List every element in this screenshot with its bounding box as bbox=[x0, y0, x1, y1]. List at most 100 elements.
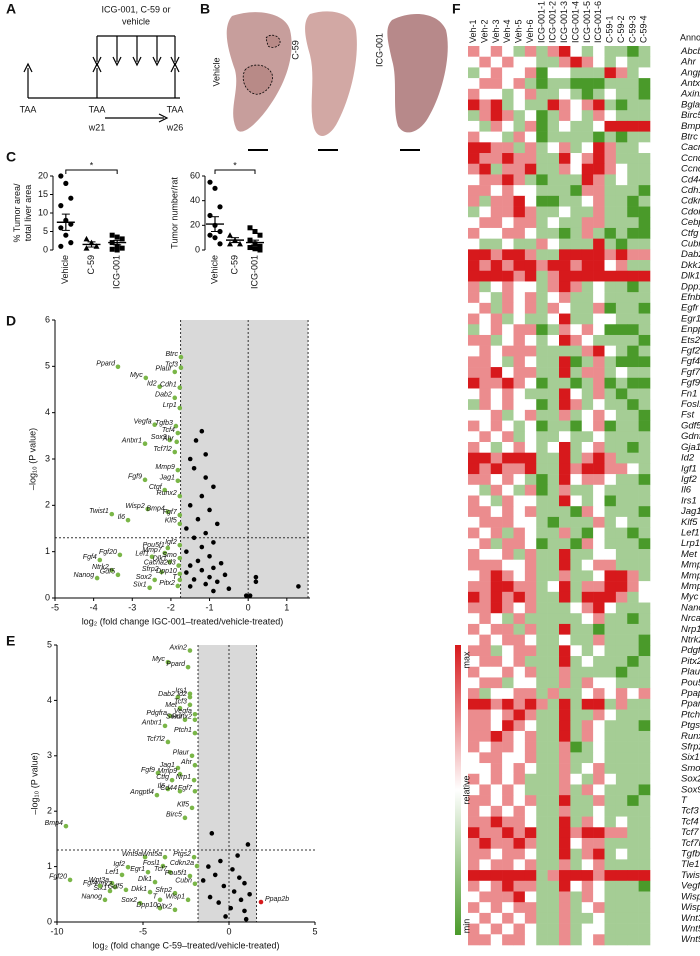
heatmap-cell bbox=[468, 131, 480, 143]
heatmap-cell bbox=[615, 720, 628, 732]
data-point bbox=[154, 792, 160, 798]
heatmap-cell bbox=[615, 484, 628, 496]
heatmap-cell bbox=[468, 206, 480, 218]
heatmap-cell bbox=[615, 634, 628, 646]
heatmap-cell bbox=[559, 870, 571, 882]
heatmap-cell bbox=[502, 463, 514, 475]
heatmap-cell bbox=[502, 613, 514, 625]
data-point bbox=[237, 875, 242, 880]
data-point bbox=[257, 243, 263, 249]
heatmap-cell bbox=[638, 570, 651, 582]
gene-label: Myc bbox=[681, 592, 699, 603]
y-tick-label: 5 bbox=[47, 639, 52, 649]
heatmap-cell bbox=[536, 99, 548, 111]
point-label: Ahr bbox=[162, 436, 175, 443]
data-point bbox=[114, 234, 120, 240]
heatmap-cell bbox=[513, 591, 526, 603]
heatmap-cell bbox=[559, 559, 571, 571]
data-point bbox=[119, 245, 125, 251]
gene-label: Klf5 bbox=[681, 517, 698, 528]
heatmap-cell bbox=[468, 420, 480, 432]
data-point bbox=[192, 762, 198, 768]
gene-label: Btrc bbox=[681, 131, 698, 142]
heatmap-cell bbox=[593, 78, 605, 90]
y-tick-label: 2 bbox=[45, 500, 50, 510]
heatmap-cell bbox=[559, 645, 571, 657]
heatmap-cell bbox=[502, 56, 514, 68]
heatmap-cell bbox=[638, 377, 651, 389]
heatmap-cell bbox=[570, 292, 583, 304]
heatmap-cell bbox=[593, 495, 605, 507]
heatmap-cell bbox=[536, 163, 548, 175]
heatmap-cell bbox=[604, 613, 617, 625]
heatmap-cell bbox=[615, 816, 628, 828]
heatmap-cell bbox=[468, 441, 480, 453]
gene-label: Fgf7 bbox=[681, 367, 700, 378]
gene-label: Nanog bbox=[681, 602, 700, 613]
heatmap-cell bbox=[581, 912, 594, 924]
data-point bbox=[172, 907, 178, 913]
heatmap-cell bbox=[547, 495, 560, 507]
data-point bbox=[165, 545, 171, 551]
heatmap-cell bbox=[638, 142, 651, 154]
heatmap-cell bbox=[627, 666, 639, 678]
heatmap-cell bbox=[604, 677, 617, 689]
data-point bbox=[185, 897, 191, 903]
heatmap-cell bbox=[604, 752, 617, 764]
heatmap-cell bbox=[468, 816, 480, 828]
heatmap-cell bbox=[570, 816, 583, 828]
point-label: Mmp9 bbox=[155, 464, 175, 471]
heatmap-cell bbox=[468, 99, 480, 111]
heatmap-cell bbox=[638, 399, 651, 411]
heatmap-cell bbox=[559, 773, 571, 785]
gene-label: Smo bbox=[681, 763, 700, 774]
heatmap-cell bbox=[479, 46, 492, 58]
heatmap-cell bbox=[638, 634, 651, 646]
heatmap-cell bbox=[604, 88, 617, 100]
data-point bbox=[109, 246, 115, 252]
heatmap-cell bbox=[513, 752, 526, 764]
heatmap-cell bbox=[479, 99, 492, 111]
heatmap-cell bbox=[513, 891, 526, 903]
heatmap-cell bbox=[479, 174, 492, 186]
point-label: Jag1 bbox=[159, 762, 175, 769]
heatmap-cell bbox=[468, 527, 480, 539]
heatmap-cell bbox=[638, 602, 651, 614]
heatmap-cell bbox=[502, 195, 514, 207]
heatmap-cell bbox=[581, 837, 594, 849]
heatmap-cell bbox=[627, 174, 639, 186]
point-label: Fgf20 bbox=[49, 874, 67, 881]
heatmap-cell bbox=[615, 752, 628, 764]
heatmap-cell bbox=[490, 484, 503, 496]
heatmap-cell bbox=[502, 270, 514, 282]
heatmap-cell bbox=[479, 78, 492, 90]
heatmap-cell bbox=[581, 720, 594, 732]
heatmap-cell bbox=[593, 666, 605, 678]
heatmap-cell bbox=[468, 581, 480, 593]
heatmap-cell bbox=[559, 527, 571, 539]
heatmap-cell bbox=[536, 666, 548, 678]
data-point bbox=[177, 577, 183, 583]
heatmap-cell bbox=[615, 249, 628, 261]
heatmap-cell bbox=[559, 506, 571, 518]
heatmap-cell bbox=[615, 131, 628, 143]
heatmap-cell bbox=[536, 570, 548, 582]
heatmap-cell bbox=[570, 206, 583, 218]
gene-label: Cebpd bbox=[681, 217, 700, 228]
heatmap-cell bbox=[638, 516, 651, 528]
heatmap-cell bbox=[536, 559, 548, 571]
data-point bbox=[242, 908, 247, 914]
heatmap-cell bbox=[547, 441, 560, 453]
data-point bbox=[83, 235, 90, 242]
heatmap-cell bbox=[604, 356, 617, 368]
heatmap-cell bbox=[581, 816, 594, 828]
heatmap-cell bbox=[627, 452, 639, 464]
heatmap-cell bbox=[490, 324, 503, 336]
heatmap-cell bbox=[468, 153, 480, 165]
data-point bbox=[152, 577, 157, 583]
heatmap-cell bbox=[604, 827, 617, 839]
heatmap-cell bbox=[468, 163, 480, 175]
data-point bbox=[63, 823, 69, 829]
heatmap-cell bbox=[615, 441, 628, 453]
data-point bbox=[143, 375, 149, 381]
